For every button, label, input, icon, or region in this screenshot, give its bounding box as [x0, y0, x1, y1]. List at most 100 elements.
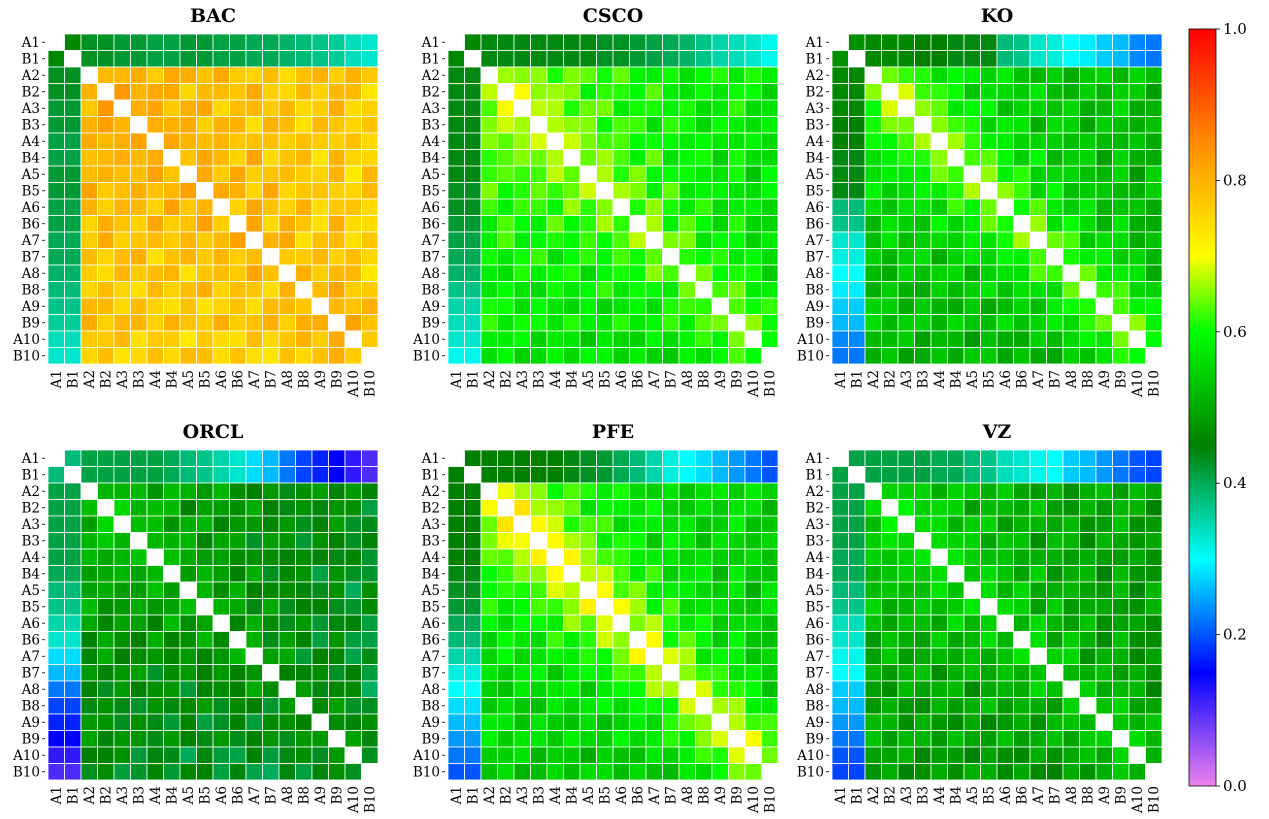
heatmap-cell	[761, 215, 779, 233]
heatmap-cell	[196, 565, 214, 583]
heatmap-cell	[848, 297, 866, 315]
heatmap-cell	[295, 515, 313, 533]
y-tick-label: A5	[805, 583, 824, 599]
heatmap-cell	[295, 647, 313, 665]
heatmap-cell	[563, 680, 581, 698]
heatmap-cell	[897, 264, 915, 282]
heatmap-cell	[662, 746, 680, 764]
heatmap-cell	[662, 99, 680, 117]
heatmap-cell	[113, 330, 131, 348]
heatmap-cell	[1046, 198, 1064, 216]
heatmap-cell	[1128, 33, 1146, 51]
heatmap-cell	[530, 697, 548, 715]
y-tick-label: B7	[421, 665, 440, 681]
heatmap-cell	[47, 50, 65, 68]
heatmap-cell	[464, 330, 482, 348]
x-tick-label: A6	[614, 786, 630, 805]
heatmap-cell	[1046, 165, 1064, 183]
heatmap-cell	[1112, 149, 1130, 167]
heatmap-cell	[744, 598, 762, 616]
heatmap-cell	[447, 248, 465, 266]
heatmap-cell	[344, 99, 362, 117]
heatmap-cell	[513, 50, 531, 68]
heatmap-cell	[996, 314, 1014, 332]
heatmap-cell	[513, 297, 531, 315]
heatmap-cell	[563, 763, 581, 781]
heatmap-cell	[546, 132, 564, 150]
heatmap-cell	[996, 713, 1014, 731]
heatmap-cell	[447, 499, 465, 517]
y-tick-label: B2	[421, 84, 440, 100]
y-tick-label: A7	[805, 649, 824, 665]
heatmap-cell	[447, 231, 465, 249]
heatmap-cell	[662, 50, 680, 68]
heatmap-cell	[947, 466, 965, 484]
heatmap-cell	[97, 99, 115, 117]
heatmap-cell	[262, 66, 280, 84]
heatmap-cell	[831, 165, 849, 183]
heatmap-cell	[497, 730, 515, 748]
heatmap-cell	[612, 614, 630, 632]
heatmap-cell	[146, 680, 164, 698]
heatmap-cell	[1145, 730, 1163, 748]
heatmap-cell	[678, 499, 696, 517]
heatmap-cell	[295, 297, 313, 315]
heatmap-cell	[361, 281, 379, 299]
heatmap-cell	[295, 499, 313, 517]
heatmap-cell	[1112, 631, 1130, 649]
heatmap-cell	[662, 83, 680, 101]
heatmap-cell	[1128, 598, 1146, 616]
heatmap-cell	[47, 182, 65, 200]
heatmap-cell	[695, 248, 713, 266]
heatmap-cell	[645, 264, 663, 282]
heatmap-cell	[146, 215, 164, 233]
heatmap-cell	[480, 482, 498, 500]
heatmap-cell	[80, 165, 98, 183]
heatmap-cell	[744, 264, 762, 282]
heatmap-cell	[146, 116, 164, 134]
heatmap-cell	[579, 215, 597, 233]
heatmap-cell	[596, 697, 614, 715]
heatmap-cell	[711, 598, 729, 616]
heatmap-cell	[163, 532, 181, 550]
y-tick-label: B6	[21, 632, 40, 648]
heatmap-cell	[497, 565, 515, 583]
y-tick-label: B9	[21, 731, 40, 747]
heatmap-cell	[344, 647, 362, 665]
y-tick-label: A6	[421, 200, 440, 216]
heatmap-cell	[447, 482, 465, 500]
heatmap-cell	[262, 182, 280, 200]
heatmap-cell	[579, 565, 597, 583]
x-tick-label: A5	[181, 370, 197, 389]
heatmap-cell	[113, 99, 131, 117]
heatmap-cell	[1095, 347, 1113, 365]
y-tick-label: A4	[21, 134, 40, 150]
heatmap-cell	[513, 330, 531, 348]
heatmap-cell	[1128, 264, 1146, 282]
x-tick-label: A9	[313, 786, 329, 805]
heatmap-cell	[464, 515, 482, 533]
heatmap-cell	[612, 647, 630, 665]
heatmap-cell	[996, 680, 1014, 698]
heatmap-cell	[930, 449, 948, 467]
heatmap-cell	[546, 647, 564, 665]
heatmap-cell	[64, 116, 82, 134]
heatmap-cell	[1128, 680, 1146, 698]
heatmap-cell	[97, 132, 115, 150]
heatmap-cell	[996, 631, 1014, 649]
heatmap-cell	[546, 598, 564, 616]
y-tick-label: B4	[421, 150, 440, 166]
heatmap-cell	[212, 231, 230, 249]
heatmap-cell	[344, 314, 362, 332]
heatmap-cell	[64, 297, 82, 315]
heatmap-cell	[1095, 763, 1113, 781]
heatmap-cell	[1046, 598, 1064, 616]
heatmap-cell	[328, 330, 346, 348]
heatmap-cell	[130, 99, 148, 117]
heatmap-cell	[728, 482, 746, 500]
heatmap-cell	[1062, 66, 1080, 84]
heatmap-cell	[361, 581, 379, 599]
heatmap-cell	[1029, 264, 1047, 282]
heatmap-cell	[196, 99, 214, 117]
heatmap-cell	[1128, 99, 1146, 117]
